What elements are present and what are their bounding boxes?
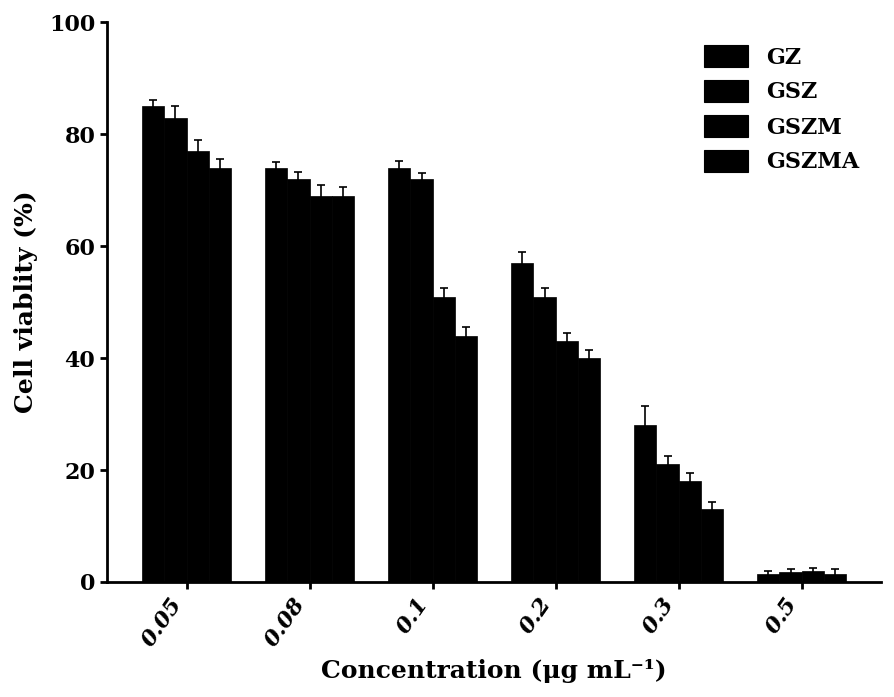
Bar: [779, 572, 801, 582]
Legend: GZ, GSZ, GSZM, GSZMA: GZ, GSZ, GSZM, GSZMA: [692, 33, 869, 185]
Bar: [164, 118, 186, 582]
Bar: [142, 107, 164, 582]
Bar: [186, 151, 208, 582]
Bar: [801, 571, 822, 582]
Bar: [388, 168, 410, 582]
Bar: [678, 481, 700, 582]
Bar: [756, 574, 779, 582]
Bar: [410, 179, 432, 582]
Bar: [208, 168, 231, 582]
Bar: [578, 358, 599, 582]
Bar: [287, 179, 309, 582]
Bar: [332, 196, 353, 582]
Bar: [655, 464, 678, 582]
Bar: [634, 425, 655, 582]
Bar: [454, 336, 477, 582]
Bar: [700, 510, 722, 582]
Bar: [309, 196, 332, 582]
Bar: [432, 296, 454, 582]
Bar: [533, 296, 555, 582]
Y-axis label: Cell viablity (%): Cell viablity (%): [14, 191, 38, 413]
Bar: [822, 574, 845, 582]
Bar: [510, 263, 533, 582]
Bar: [555, 342, 578, 582]
X-axis label: Concentration (μg mL⁻¹): Concentration (μg mL⁻¹): [321, 659, 666, 683]
Bar: [265, 168, 287, 582]
